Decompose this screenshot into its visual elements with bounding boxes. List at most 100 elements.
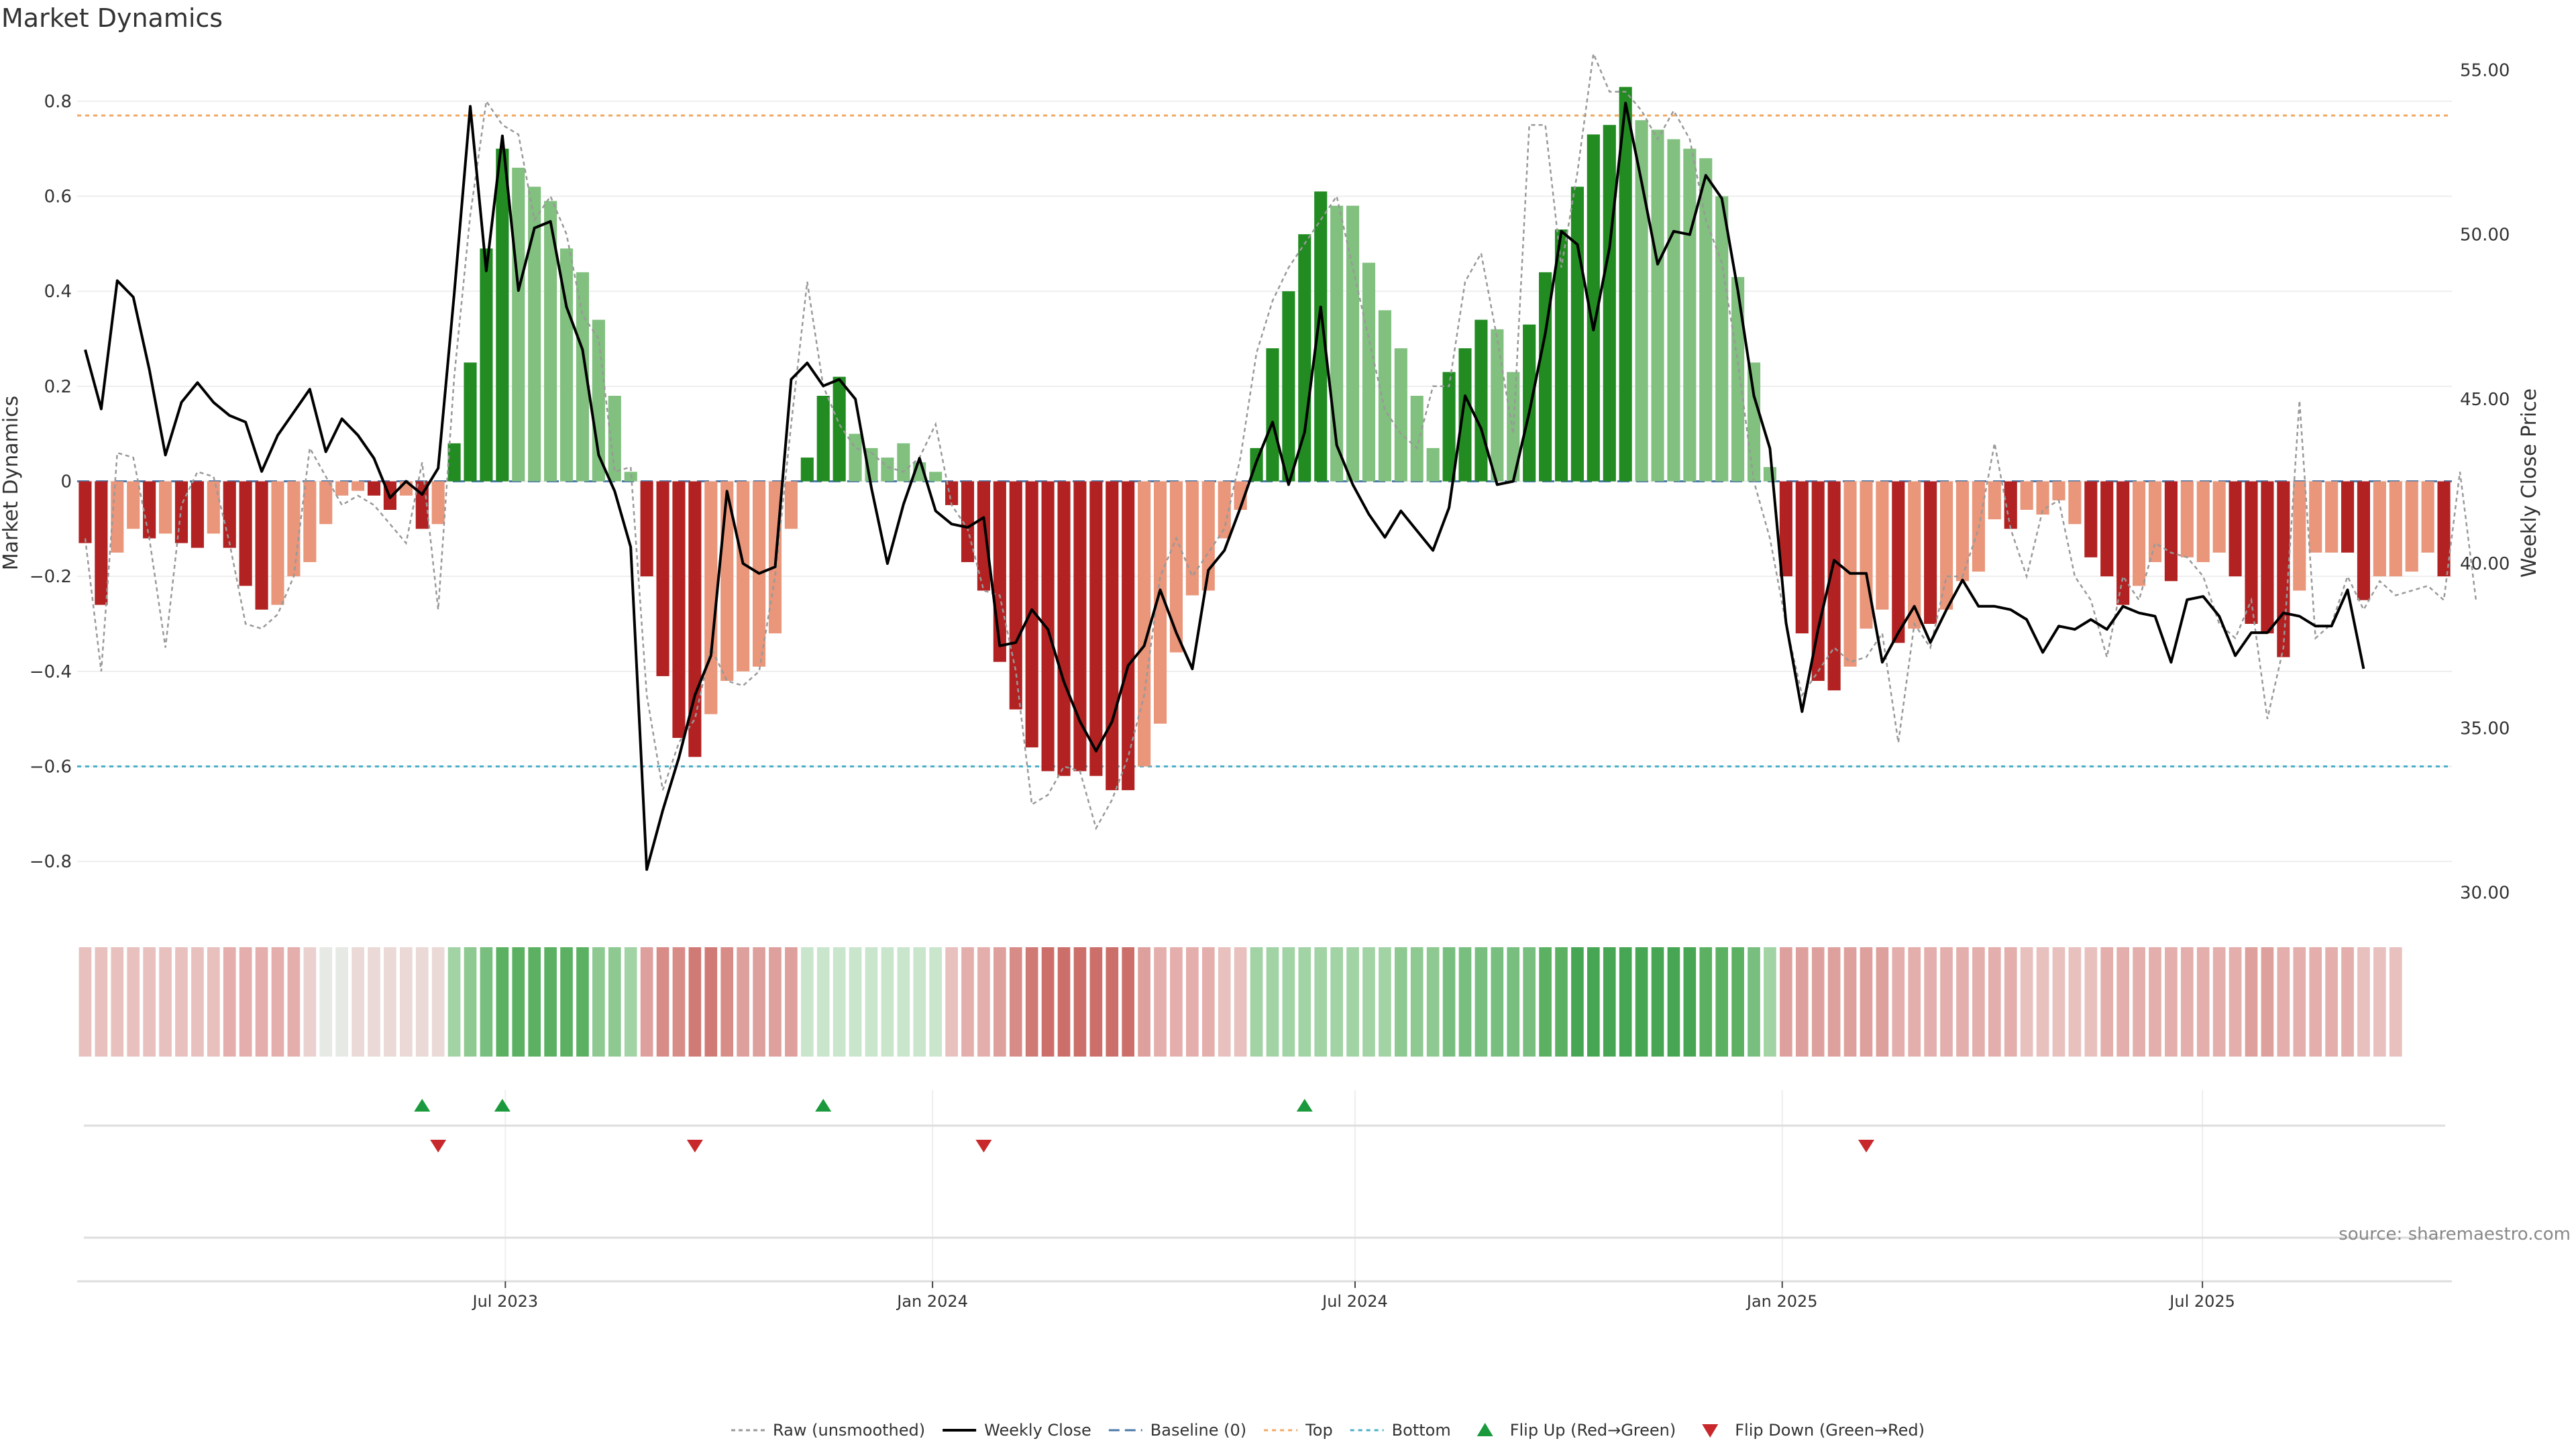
- bar-112: [1876, 481, 1889, 610]
- bar-120: [2004, 481, 2017, 529]
- bar-11: [255, 481, 268, 610]
- heat-cell-136: [2261, 947, 2274, 1057]
- heat-cell-140: [2325, 947, 2338, 1057]
- legend-label-bottom: Bottom: [1392, 1421, 1451, 1440]
- heat-cell-105: [1764, 947, 1776, 1057]
- legend-label-flipdown: Flip Down (Green→Red): [1735, 1421, 1925, 1440]
- heat-cell-36: [656, 947, 669, 1057]
- legend-item-top: Top: [1264, 1421, 1333, 1440]
- heat-cell-112: [1876, 947, 1889, 1057]
- bar-97: [1635, 120, 1648, 482]
- bar-139: [2309, 481, 2322, 553]
- bar-92: [1554, 229, 1568, 482]
- heat-cell-124: [2068, 947, 2082, 1057]
- legend-label-top: Top: [1305, 1421, 1333, 1440]
- heat-cell-107: [1795, 947, 1809, 1057]
- heat-cell-15: [319, 947, 333, 1057]
- bar-62: [1073, 481, 1087, 771]
- bar-80: [1362, 262, 1376, 482]
- heat-cell-130: [2165, 947, 2178, 1057]
- bar-135: [2245, 481, 2258, 624]
- heat-cell-69: [1186, 947, 1199, 1057]
- bar-79: [1346, 205, 1360, 482]
- bar-140: [2325, 481, 2339, 553]
- bar-56: [977, 481, 990, 591]
- heat-cell-144: [2389, 947, 2402, 1057]
- heat-cell-34: [624, 947, 637, 1057]
- bar-125: [2084, 481, 2098, 557]
- heat-cell-57: [994, 947, 1006, 1057]
- heat-cell-76: [1298, 947, 1311, 1057]
- flip-down-marker-2: [975, 1140, 992, 1152]
- heat-cell-97: [1635, 947, 1648, 1057]
- bar-3: [127, 481, 140, 529]
- bar-61: [1057, 481, 1071, 776]
- y-axis-left-label: Market Dynamics: [0, 396, 23, 571]
- flip-up-marker-0: [414, 1099, 431, 1112]
- heat-cell-113: [1892, 947, 1905, 1057]
- x-tick-label-4: Jul 2025: [2168, 1292, 2235, 1311]
- bar-69: [1185, 481, 1199, 596]
- bar-26: [496, 148, 509, 482]
- flip-markers: [84, 1099, 2445, 1239]
- heat-cell-133: [2212, 947, 2226, 1057]
- bar-102: [1715, 196, 1729, 482]
- heat-cell-93: [1571, 947, 1584, 1057]
- bar-103: [1731, 276, 1745, 482]
- heat-cell-85: [1442, 947, 1456, 1057]
- heat-cell-86: [1458, 947, 1472, 1057]
- heat-cell-131: [2181, 947, 2194, 1057]
- y-right-tick-4: 35.00: [2460, 718, 2510, 739]
- bar-100: [1683, 148, 1697, 482]
- bar-53: [929, 472, 943, 482]
- bar-5: [158, 481, 172, 534]
- flip-down-marker-0: [430, 1140, 447, 1152]
- bar-106: [1779, 481, 1792, 577]
- bar-46: [816, 396, 830, 482]
- bar-115: [1924, 481, 1937, 624]
- bar-57: [993, 481, 1006, 662]
- heat-cell-123: [2052, 947, 2065, 1057]
- heat-cell-60: [1041, 947, 1055, 1057]
- heat-cell-24: [464, 947, 477, 1057]
- heat-cell-53: [929, 947, 942, 1057]
- bar-142: [2357, 481, 2371, 600]
- heat-cell-135: [2245, 947, 2258, 1057]
- heat-cell-139: [2309, 947, 2322, 1057]
- bar-28: [528, 186, 541, 482]
- heat-cell-125: [2084, 947, 2098, 1057]
- bar-72: [1234, 481, 1247, 510]
- heat-cell-104: [1748, 947, 1760, 1057]
- heat-cell-51: [897, 947, 910, 1057]
- heat-cell-99: [1667, 947, 1680, 1057]
- y-left-tick-0: 0.8: [44, 92, 72, 112]
- heat-cell-132: [2196, 947, 2210, 1057]
- bar-105: [1763, 467, 1777, 482]
- bar-4: [143, 481, 156, 539]
- bar-59: [1025, 481, 1038, 748]
- heat-cell-0: [78, 947, 92, 1057]
- bar-128: [2133, 481, 2146, 586]
- bar-13: [287, 481, 301, 577]
- heat-cell-2: [111, 947, 124, 1057]
- bar-60: [1041, 481, 1055, 771]
- bar-87: [1474, 319, 1488, 482]
- y-left-tick-6: −0.4: [30, 662, 72, 682]
- main-grid: [77, 100, 2452, 1281]
- heat-cell-19: [384, 947, 396, 1057]
- bar-33: [608, 396, 621, 482]
- heat-cell-119: [1988, 947, 2001, 1057]
- y-left-tick-2: 0.4: [44, 282, 72, 302]
- heat-cell-10: [239, 947, 252, 1057]
- flip-up-marker-1: [494, 1099, 511, 1112]
- bar-15: [319, 481, 333, 525]
- legend-item-flipup: Flip Up (Red→Green): [1477, 1421, 1676, 1440]
- bar-48: [849, 433, 862, 482]
- bar-1: [95, 481, 108, 605]
- heat-cell-39: [704, 947, 718, 1057]
- bar-14: [303, 481, 317, 562]
- flip-down-marker-1: [686, 1140, 703, 1152]
- bar-37: [672, 481, 686, 738]
- bar-131: [2180, 481, 2194, 557]
- heat-cell-23: [447, 947, 461, 1057]
